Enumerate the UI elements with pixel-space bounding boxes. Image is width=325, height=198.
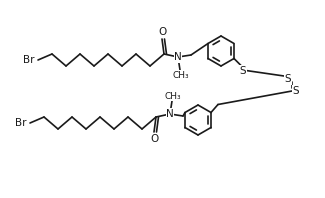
Text: O: O: [159, 27, 167, 37]
Text: S: S: [293, 86, 299, 96]
Text: O: O: [151, 134, 159, 144]
Text: N: N: [174, 52, 182, 62]
Text: CH₃: CH₃: [165, 91, 181, 101]
Text: Br: Br: [22, 55, 34, 65]
Text: N: N: [166, 109, 174, 119]
Text: S: S: [240, 66, 246, 75]
Text: Br: Br: [15, 118, 26, 128]
Text: CH₃: CH₃: [173, 70, 189, 80]
Text: S: S: [285, 74, 291, 84]
